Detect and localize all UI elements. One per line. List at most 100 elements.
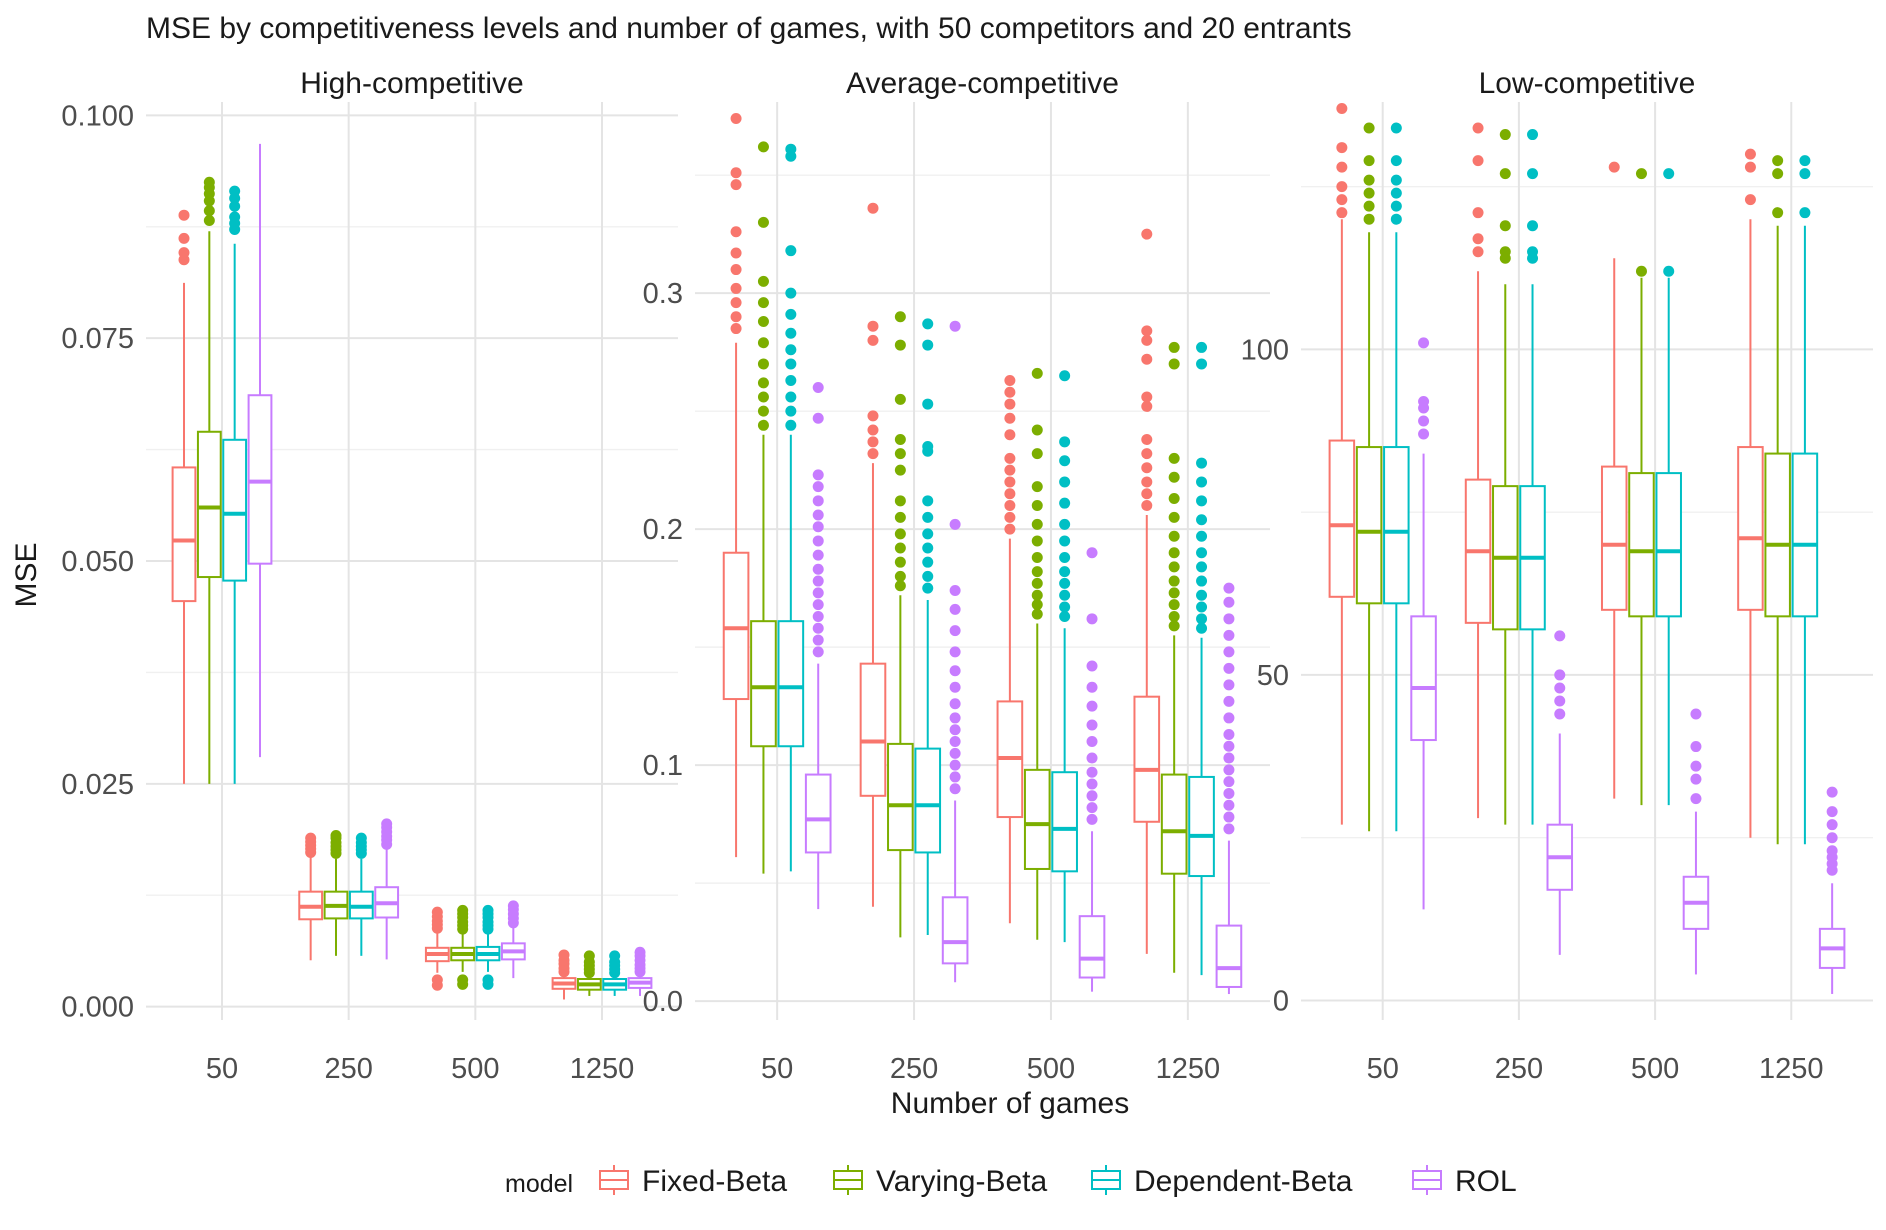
outlier-point — [1472, 207, 1484, 219]
outlier-point — [1031, 566, 1043, 578]
outlier-point — [1635, 265, 1647, 277]
box — [1655, 472, 1682, 618]
outlier-point — [457, 974, 469, 986]
box — [941, 896, 969, 965]
outlier-point — [730, 297, 742, 309]
boxplot-varying-beta — [323, 830, 349, 956]
outlier-point — [381, 818, 393, 830]
outlier-point — [1168, 599, 1180, 611]
x-tick-label: 500 — [1631, 1053, 1679, 1085]
box — [1051, 771, 1078, 873]
legend-key-fixed-beta: Fixed-Beta — [599, 1165, 787, 1198]
outlier-point — [757, 391, 769, 403]
boxplot-dependent-beta — [222, 185, 248, 784]
outlier-point — [894, 542, 906, 554]
outlier-point — [894, 433, 906, 445]
outlier-point — [1608, 161, 1620, 173]
panel-title: Low-competitive — [1479, 67, 1696, 100]
outlier-point — [431, 974, 443, 986]
legend-label: Dependent-Beta — [1134, 1165, 1353, 1198]
outlier-point — [1390, 155, 1402, 167]
outlier-point — [507, 900, 519, 912]
box — [777, 620, 805, 748]
outlier-point — [1086, 790, 1098, 802]
outlier-point — [1499, 129, 1511, 141]
box — [1355, 446, 1383, 605]
outlier-point — [1223, 646, 1235, 658]
outlier-point — [1059, 518, 1071, 530]
outlier-point — [1086, 813, 1098, 825]
outlier-point — [1168, 620, 1180, 632]
x-tick-label: 250 — [324, 1053, 372, 1085]
outlier-point — [949, 783, 961, 795]
outlier-point — [1086, 660, 1098, 672]
outlier-point — [894, 448, 906, 460]
outlier-point — [922, 339, 934, 351]
outlier-point — [1141, 500, 1153, 512]
outlier-point — [1141, 325, 1153, 337]
outlier-point — [1472, 233, 1484, 245]
boxplot-fixed-beta — [1464, 122, 1492, 819]
outlier-point — [757, 377, 769, 389]
boxplot-fixed-beta — [1600, 161, 1628, 799]
outlier-point — [949, 724, 961, 736]
outlier-point — [1336, 181, 1348, 193]
boxplot-rol — [374, 818, 400, 960]
outlier-point — [1086, 736, 1098, 748]
outlier-point — [922, 318, 934, 330]
outlier-point — [431, 906, 443, 918]
outlier-point — [1390, 200, 1402, 212]
outlier-point — [1141, 400, 1153, 412]
outlier-point — [229, 185, 241, 197]
y-tick-label: 0.1 — [643, 750, 683, 782]
outlier-point — [1799, 207, 1811, 219]
outlier-point — [1168, 530, 1180, 542]
boxplot-fixed-beta — [1133, 228, 1161, 954]
outlier-point — [1363, 200, 1375, 212]
legend: model Fixed-Beta Varying-Beta Dependent-Be… — [505, 1165, 1517, 1198]
outlier-point — [1499, 220, 1511, 232]
outlier-point — [785, 419, 797, 431]
outlier-point — [1141, 462, 1153, 474]
outlier-point — [894, 339, 906, 351]
box — [1764, 452, 1791, 618]
outlier-point — [922, 542, 934, 554]
outlier-point — [1390, 187, 1402, 199]
boxplot-rol — [1410, 337, 1437, 910]
outlier-point — [330, 830, 342, 842]
x-tick-label: 250 — [890, 1053, 938, 1085]
boxplot-varying-beta — [196, 176, 222, 784]
boxplot-rol — [1682, 708, 1710, 975]
outlier-point — [1196, 601, 1208, 613]
y-tick-label: 0.025 — [61, 769, 134, 801]
boxplot-fixed-beta — [1328, 103, 1356, 825]
outlier-point — [1168, 547, 1180, 559]
outlier-point — [1059, 370, 1071, 382]
outlier-point — [1086, 700, 1098, 712]
outlier-point — [1527, 168, 1539, 180]
outlier-point — [1826, 786, 1838, 798]
outlier-point — [922, 511, 934, 523]
outlier-point — [1336, 207, 1348, 219]
y-tick-label: 0.050 — [61, 546, 134, 578]
outlier-point — [1554, 682, 1566, 694]
box — [1160, 773, 1188, 875]
outlier-point — [1744, 148, 1756, 160]
outlier-point — [1168, 452, 1180, 464]
boxplot-rol — [1818, 786, 1846, 994]
outlier-point — [482, 974, 494, 986]
outlier-point — [1223, 712, 1235, 724]
outlier-point — [812, 587, 824, 599]
outlier-point — [1336, 194, 1348, 206]
outlier-point — [1141, 476, 1153, 488]
outlier-point — [1554, 695, 1566, 707]
boxplot-rol — [247, 143, 273, 758]
outlier-point — [1031, 608, 1043, 620]
box — [722, 551, 750, 701]
outlier-point — [1826, 832, 1838, 844]
outlier-point — [1196, 547, 1208, 559]
outlier-point — [355, 832, 367, 844]
boxplot-fixed-beta — [996, 374, 1024, 924]
outlier-point — [229, 200, 241, 212]
